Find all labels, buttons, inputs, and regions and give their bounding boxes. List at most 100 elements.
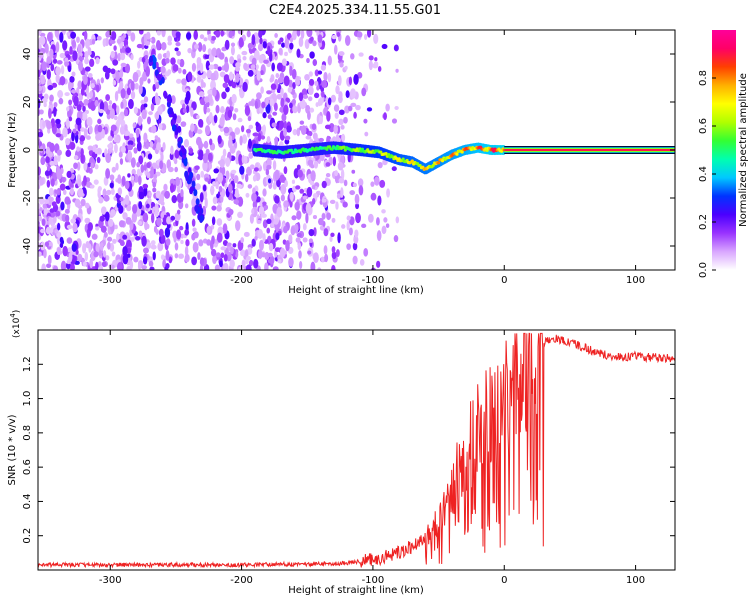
noise-speck: [174, 212, 181, 222]
noise-speck: [309, 36, 314, 42]
noise-speck: [302, 223, 307, 231]
noise-speck: [196, 114, 200, 119]
noise-speck: [196, 173, 201, 181]
noise-speck: [196, 56, 202, 66]
noise-speck: [285, 125, 292, 133]
noise-speck: [225, 157, 231, 167]
noise-speck: [386, 188, 390, 198]
noise-speck: [138, 30, 144, 35]
noise-speck: [290, 191, 294, 202]
steady-line-band: [504, 149, 675, 151]
noise-speck: [210, 35, 217, 41]
noise-speck: [82, 243, 87, 254]
noise-speck: [82, 261, 87, 267]
noise-speck: [66, 31, 71, 37]
noise-speck: [167, 35, 173, 43]
noise-speck: [307, 86, 314, 96]
noise-speck: [226, 242, 232, 247]
noise-speck: [170, 215, 176, 221]
noise-speck: [38, 184, 41, 190]
noise-speck: [210, 248, 217, 257]
noise-speck: [150, 125, 157, 134]
noise-speck: [297, 242, 302, 251]
noise-speck: [130, 54, 134, 61]
noise-speck: [281, 113, 287, 122]
snr-frame: [37, 329, 676, 571]
noise-speck: [74, 132, 79, 144]
noise-speck: [199, 97, 206, 106]
noise-speck: [204, 125, 211, 136]
noise-speck: [62, 127, 68, 138]
noise-speck: [234, 107, 239, 113]
noise-speck: [119, 158, 124, 165]
noise-speck: [257, 43, 264, 52]
noise-speck: [78, 56, 85, 61]
noise-speck: [150, 103, 155, 112]
noise-speck: [262, 201, 267, 206]
noise-speck: [48, 107, 52, 119]
noise-speck: [311, 123, 317, 130]
snr-panel: -300 -200 -100 0 100 0.2 0.4 0.6 0.8 1.0 1.2 Heig…: [7, 310, 676, 596]
noise-speck: [330, 94, 337, 103]
noise-speck: [228, 208, 234, 216]
noise-speck: [343, 116, 348, 124]
noise-speck: [346, 215, 351, 221]
noise-speck: [217, 135, 222, 145]
noise-speck: [212, 196, 218, 205]
noise-speck: [146, 116, 151, 125]
slanted-trace-blob: [193, 189, 198, 197]
noise-speck: [374, 57, 378, 62]
noise-speck: [372, 63, 379, 69]
noise-speck: [158, 123, 163, 130]
noise-speck: [376, 217, 380, 226]
noise-speck: [68, 99, 73, 106]
noise-speck: [221, 91, 227, 100]
noise-speck: [193, 43, 199, 50]
noise-speck: [64, 92, 70, 97]
noise-speck: [90, 162, 94, 169]
noise-speck: [361, 223, 367, 229]
noise-speck: [307, 159, 314, 166]
noise-speck: [94, 164, 99, 170]
noise-speck: [137, 220, 143, 226]
noise-speck: [296, 210, 302, 220]
noise-speck: [191, 62, 197, 72]
noise-speck: [50, 178, 55, 187]
noise-speck: [321, 213, 326, 220]
noise-speck: [379, 179, 386, 188]
noise-speck: [143, 164, 147, 171]
noise-speck: [162, 259, 167, 268]
noise-speck: [91, 233, 98, 240]
noise-speck: [377, 66, 382, 72]
noise-speck: [289, 42, 294, 50]
noise-speck: [119, 69, 124, 79]
noise-speck: [195, 183, 201, 190]
noise-speck: [71, 130, 75, 142]
noise-speck: [249, 164, 255, 170]
noise-speck: [247, 138, 252, 149]
noise-speck: [231, 93, 237, 104]
noise-speck: [195, 136, 202, 146]
noise-speck: [95, 84, 100, 93]
noise-speck: [239, 135, 243, 146]
noise-speck: [281, 42, 286, 48]
noise-speck: [41, 61, 47, 72]
noise-speck: [95, 133, 101, 141]
slanted-trace-blob: [189, 171, 194, 179]
noise-speck: [207, 48, 212, 55]
noise-speck: [241, 134, 248, 144]
noise-speck: [97, 185, 102, 192]
noise-speck: [248, 101, 254, 106]
noise-speck: [203, 37, 208, 42]
noise-speck: [143, 103, 148, 108]
noise-speck: [235, 220, 241, 232]
noise-speck: [260, 86, 264, 94]
slanted-trace-blob: [166, 100, 171, 108]
noise-speck: [43, 208, 48, 216]
noise-speck: [86, 135, 91, 140]
noise-speck: [73, 95, 79, 107]
noise-speck: [260, 213, 267, 218]
noise-speck: [199, 34, 205, 40]
noise-speck: [197, 118, 204, 128]
noise-speck: [142, 256, 148, 265]
